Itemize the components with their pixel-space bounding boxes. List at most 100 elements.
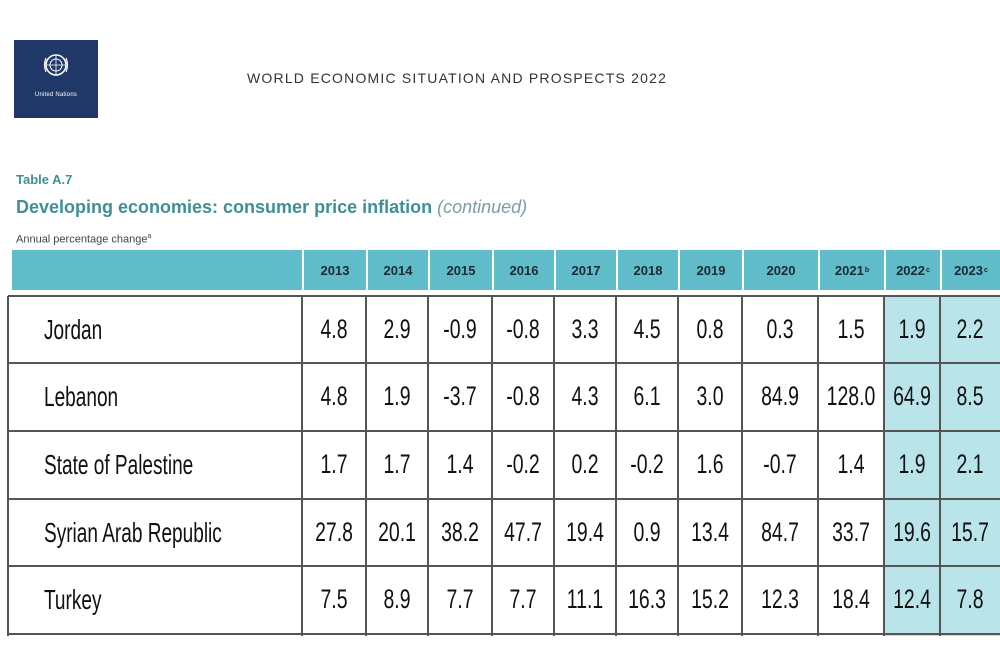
table-cell: 2.2 bbox=[956, 314, 984, 344]
column-footnote: c bbox=[984, 266, 988, 274]
country-name: Turkey bbox=[44, 583, 102, 615]
un-logo: United Nations bbox=[14, 40, 98, 118]
table-cell: 84.7 bbox=[761, 517, 799, 547]
table-cell: 7.8 bbox=[956, 584, 984, 614]
column-header-2018: 2018 bbox=[616, 250, 678, 290]
table-cell: 4.5 bbox=[633, 314, 661, 344]
row-divider bbox=[8, 295, 1000, 297]
column-year: 2016 bbox=[509, 262, 539, 278]
row-divider bbox=[8, 633, 1000, 635]
column-header-2017: 2017 bbox=[554, 250, 616, 290]
table-title-note: (continued) bbox=[437, 197, 528, 217]
table-title: Developing economies: consumer price inf… bbox=[16, 197, 527, 218]
table-cell: 6.1 bbox=[633, 381, 661, 411]
column-year: 2023 bbox=[954, 262, 983, 278]
column-year: 2018 bbox=[633, 262, 663, 278]
column-divider bbox=[301, 296, 303, 636]
table-cell: -0.8 bbox=[506, 314, 540, 344]
country-name: Lebanon bbox=[44, 380, 119, 412]
report-title: WORLD ECONOMIC SITUATION AND PROSPECTS 2… bbox=[247, 70, 668, 86]
table-cell: 7.5 bbox=[320, 584, 348, 614]
table-cell: 19.4 bbox=[566, 517, 604, 547]
table-cell: 1.5 bbox=[837, 314, 865, 344]
row-divider bbox=[8, 430, 1000, 432]
table-cell: 15.2 bbox=[691, 584, 729, 614]
table-cell: 13.4 bbox=[691, 517, 729, 547]
table-cell: 3.0 bbox=[696, 381, 724, 411]
table-cell: -0.8 bbox=[506, 381, 540, 411]
table-cell: -0.9 bbox=[443, 314, 477, 344]
column-divider bbox=[553, 296, 555, 636]
column-year: 2013 bbox=[320, 262, 350, 278]
table-cell: 18.4 bbox=[832, 584, 870, 614]
country-name: Syrian Arab Republic bbox=[44, 516, 222, 548]
column-header-2020: 2020 bbox=[742, 250, 818, 290]
table-cell: 2.1 bbox=[956, 449, 984, 479]
table-cell: 7.7 bbox=[509, 584, 537, 614]
table-cell: 0.2 bbox=[571, 449, 599, 479]
table-cell: 8.9 bbox=[383, 584, 411, 614]
country-name: State of Palestine bbox=[44, 448, 194, 480]
country-name: Jordan bbox=[44, 313, 103, 345]
un-emblem-icon bbox=[43, 54, 69, 76]
table-cell: 12.4 bbox=[893, 584, 931, 614]
table-cell: 4.8 bbox=[320, 381, 348, 411]
column-header-2015: 2015 bbox=[428, 250, 492, 290]
table-cell: 2.9 bbox=[383, 314, 411, 344]
column-header-2014: 2014 bbox=[366, 250, 428, 290]
table-cell: 4.3 bbox=[571, 381, 599, 411]
table-header-band bbox=[12, 250, 1000, 290]
table-cell: -0.2 bbox=[506, 449, 540, 479]
table-cell: 0.3 bbox=[766, 314, 794, 344]
table-cell: -0.7 bbox=[763, 449, 797, 479]
column-header-2021: 2021 b bbox=[818, 250, 884, 290]
row-divider bbox=[8, 498, 1000, 500]
table-cell: 3.3 bbox=[571, 314, 599, 344]
table-cell: 1.9 bbox=[898, 449, 926, 479]
units-footnote: a bbox=[147, 233, 152, 240]
table-cell: 12.3 bbox=[761, 584, 799, 614]
column-year: 2021 bbox=[834, 262, 864, 278]
table-cell: 1.9 bbox=[898, 314, 926, 344]
table-cell: 1.7 bbox=[320, 449, 348, 479]
table-cell: 1.6 bbox=[696, 449, 724, 479]
column-header-2019: 2019 bbox=[678, 250, 742, 290]
table-cell: 1.4 bbox=[837, 449, 865, 479]
column-year: 2022 bbox=[896, 262, 925, 278]
table-cell: 84.9 bbox=[761, 381, 799, 411]
units-label: Annual percentage changea bbox=[16, 233, 151, 246]
table-title-text: Developing economies: consumer price inf… bbox=[16, 197, 433, 217]
column-year: 2017 bbox=[571, 262, 601, 278]
column-footnote: b bbox=[864, 266, 870, 274]
table-cell: 33.7 bbox=[832, 517, 870, 547]
column-year: 2015 bbox=[446, 262, 476, 278]
table-cell: 20.1 bbox=[378, 517, 416, 547]
column-divider bbox=[7, 296, 9, 636]
column-year: 2014 bbox=[383, 262, 413, 278]
column-divider bbox=[817, 296, 819, 636]
table-cell: 0.9 bbox=[633, 517, 661, 547]
table-cell: 1.7 bbox=[383, 449, 411, 479]
table-cell: -3.7 bbox=[443, 381, 477, 411]
column-divider bbox=[427, 296, 429, 636]
units-text: Annual percentage change bbox=[16, 233, 148, 246]
table-number: Table A.7 bbox=[16, 172, 73, 187]
table-cell: 11.1 bbox=[566, 584, 604, 614]
column-divider bbox=[365, 296, 367, 636]
table-cell: -0.2 bbox=[630, 449, 664, 479]
table-cell: 19.6 bbox=[893, 517, 931, 547]
column-divider bbox=[677, 296, 679, 636]
column-divider bbox=[615, 296, 617, 636]
column-divider bbox=[939, 296, 941, 636]
column-divider bbox=[741, 296, 743, 636]
table-cell: 128.0 bbox=[826, 381, 876, 411]
column-year: 2020 bbox=[766, 262, 796, 278]
column-year: 2019 bbox=[696, 262, 726, 278]
table-cell: 1.4 bbox=[446, 449, 474, 479]
table-cell: 27.8 bbox=[315, 517, 353, 547]
column-footnote: c bbox=[926, 266, 930, 274]
table-cell: 7.7 bbox=[446, 584, 474, 614]
table-cell: 47.7 bbox=[504, 517, 542, 547]
column-header-2013: 2013 bbox=[302, 250, 366, 290]
table-cell: 64.9 bbox=[893, 381, 931, 411]
